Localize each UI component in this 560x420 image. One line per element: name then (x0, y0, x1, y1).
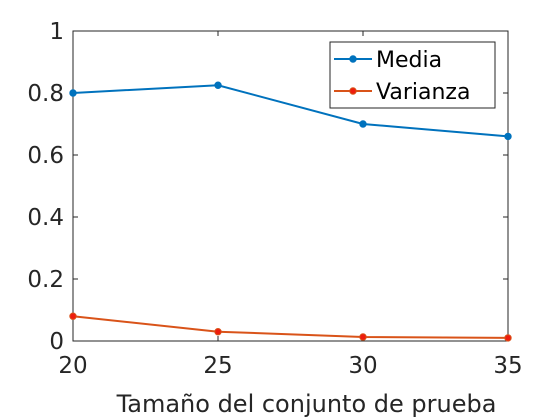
y-tick-label: 1 (49, 19, 64, 45)
data-point (359, 333, 367, 341)
legend: Media Varianza (329, 41, 496, 109)
series-layer (69, 81, 512, 342)
x-axis-label: Tamaño del conjunto de prueba (116, 390, 497, 418)
y-tick-label: 0.4 (27, 205, 64, 231)
y-tick-label: 0 (49, 329, 64, 355)
x-tick-label: 25 (203, 353, 232, 379)
legend-box (329, 41, 496, 109)
legend-label: Media (376, 48, 442, 73)
data-point (69, 312, 77, 320)
series-line (72, 84, 509, 138)
data-point (359, 120, 367, 128)
data-point (214, 81, 222, 89)
data-point (214, 328, 222, 336)
legend-swatch-marker (349, 87, 357, 95)
legend-swatch-marker (349, 55, 357, 63)
x-tick-label: 35 (493, 353, 522, 379)
y-tick-label: 0.8 (27, 81, 64, 107)
y-tick-label: 0.6 (27, 143, 64, 169)
legend-label: Varianza (376, 80, 470, 105)
y-tick-label: 0.2 (27, 267, 64, 293)
x-tick-label: 20 (58, 353, 87, 379)
x-tick-label: 30 (348, 353, 377, 379)
series-line (72, 315, 509, 339)
tick-labels: 20 25 30 35 0 0.2 0.4 0.6 0.8 1 (27, 19, 522, 379)
data-point (504, 334, 512, 342)
data-point (69, 89, 77, 97)
data-point (504, 132, 512, 141)
